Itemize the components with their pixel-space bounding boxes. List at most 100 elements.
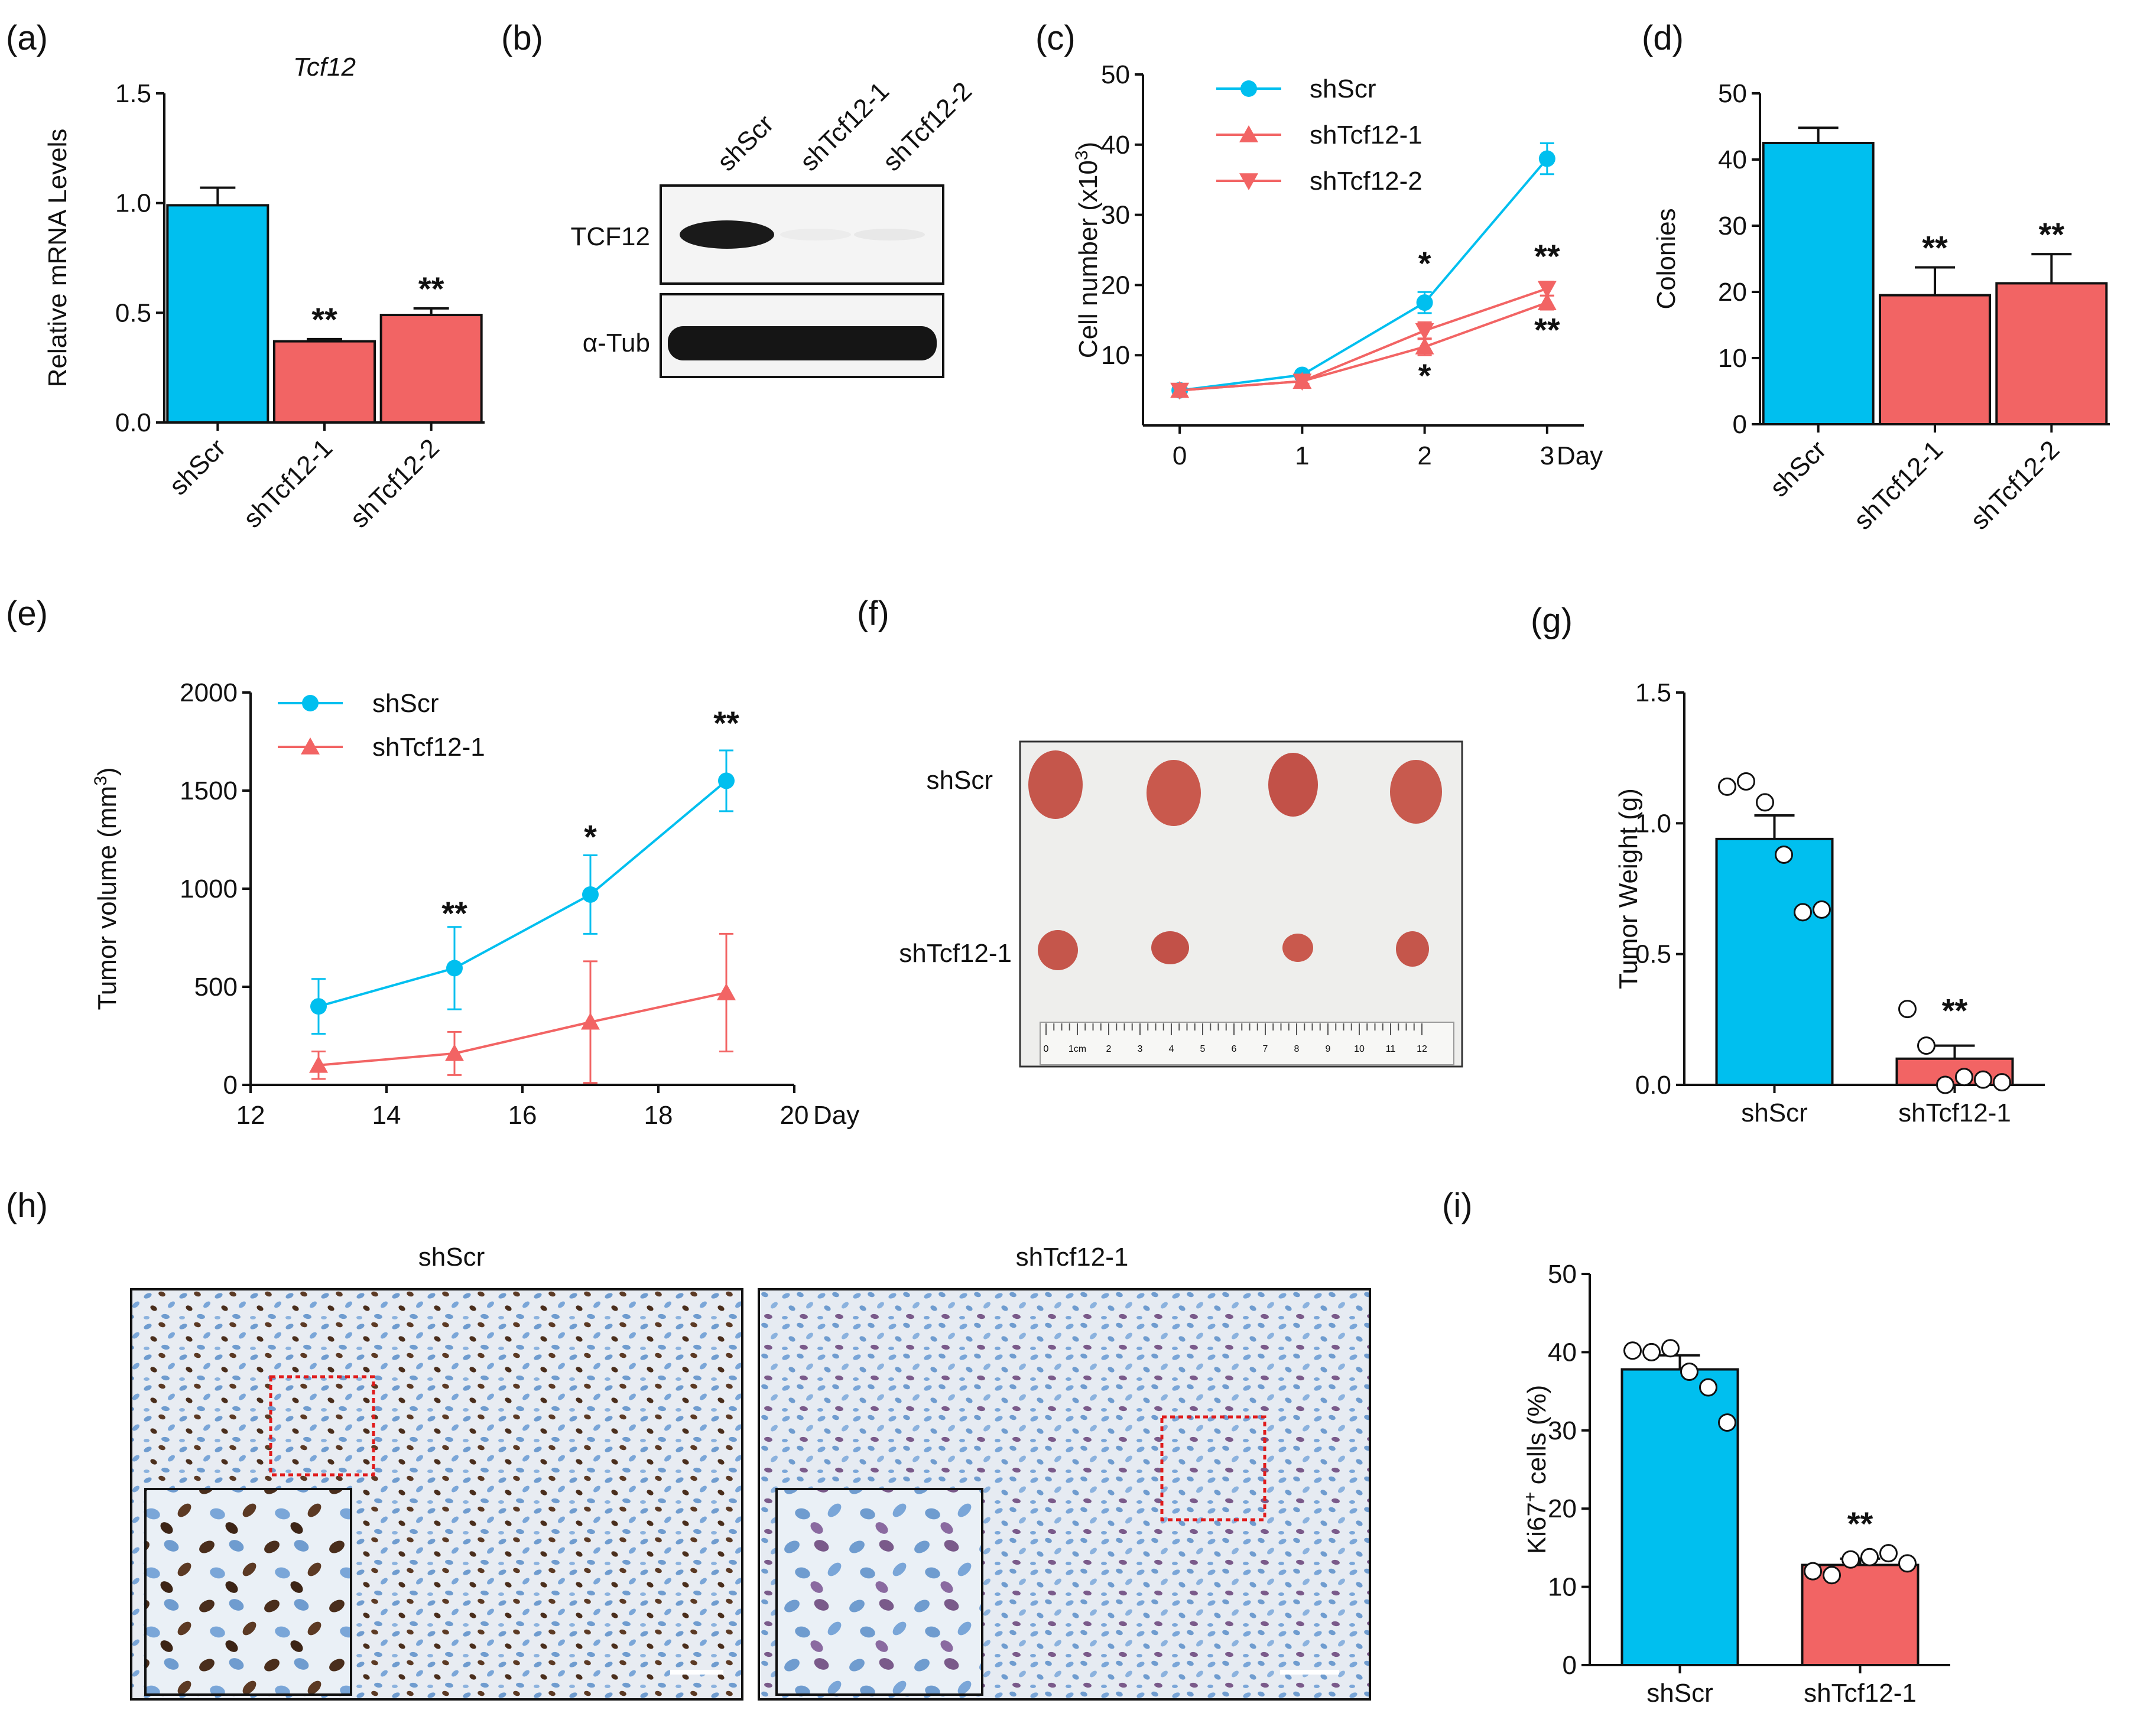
- ihc-roi-shscr: [269, 1375, 375, 1477]
- y-tick-label: 50: [1548, 1260, 1577, 1289]
- bar-shTcf12-2: [1995, 282, 2108, 425]
- legend-marker: [301, 737, 320, 755]
- photo-background: [1019, 740, 1463, 1068]
- y-tick-label: 1.5: [1635, 678, 1671, 707]
- series-line-shTcf12-2: [1180, 287, 1548, 392]
- x-tick-label: 20: [780, 1101, 809, 1130]
- bar-shTcf12-1: [1801, 1563, 1920, 1667]
- series-line-shTcf12-1: [1180, 301, 1548, 392]
- data-point: [1718, 1413, 1736, 1432]
- x-tick-label: 3: [1540, 441, 1554, 470]
- data-point: [1993, 1073, 2011, 1092]
- data-point-shScr: [446, 960, 463, 977]
- significance-marker: **: [418, 270, 444, 307]
- data-point-shTcf12-1: [445, 1043, 464, 1061]
- ruler-label: 0: [1044, 1044, 1049, 1054]
- photo-ruler: [1040, 1022, 1454, 1065]
- bar-shScr: [1762, 142, 1875, 425]
- y-tick-label: 0: [223, 1071, 238, 1100]
- data-point-shTcf12-2: [1292, 373, 1312, 391]
- ihc-inset-shscr: [144, 1488, 352, 1696]
- data-point-shTcf12-1: [1537, 293, 1557, 310]
- data-point: [1699, 1378, 1717, 1397]
- bar-shTcf12-1: [1879, 294, 1991, 425]
- x-tick-label: shScr: [1646, 1679, 1713, 1708]
- chart-i-ki67-cells: 0 10 20 30 40 50 Ki67+ cells (%) shScr shTcf12-1…: [1521, 1260, 1950, 1708]
- tumor-sh1-2: [1151, 931, 1189, 964]
- bar-shTcf12-1: [273, 340, 376, 424]
- data-point-shTcf12-2: [1415, 323, 1434, 340]
- panel-label-i: (i): [1442, 1186, 1473, 1225]
- significance-marker: **: [1922, 229, 1948, 266]
- data-point: [1813, 900, 1831, 919]
- ruler-label: 7: [1263, 1044, 1268, 1054]
- data-point: [1936, 1075, 1954, 1094]
- data-point: [1623, 1341, 1642, 1360]
- x-tick-label: 16: [508, 1101, 537, 1130]
- data-point-shTcf12-2: [1170, 382, 1190, 400]
- y-tick-label: 500: [194, 973, 238, 1002]
- y-tick-label: 20: [1548, 1494, 1577, 1523]
- data-point: [1860, 1548, 1879, 1566]
- x-axis-label: Day: [813, 1101, 859, 1130]
- y-tick-label: 30: [1101, 201, 1130, 230]
- y-tick-label: 0.5: [1635, 940, 1671, 969]
- blot-band-tcf12-shscr: [680, 220, 774, 249]
- panel-label-d: (d): [1642, 19, 1684, 57]
- tumor-shscr-1: [1028, 750, 1083, 819]
- ruler-label: 2: [1106, 1044, 1112, 1054]
- panel-label-g: (g): [1531, 602, 1573, 640]
- chart-d-colonies: 0 10 20 30 40 50 Colonies shScr shTcf12-1 ** shTcf…: [1652, 79, 2110, 535]
- series-line-shScr: [1179, 158, 1548, 392]
- legend-label: shScr: [1310, 74, 1376, 103]
- significance-marker: **: [1942, 992, 1968, 1029]
- legend-label: shTcf12-1: [1310, 121, 1422, 149]
- data-point: [1842, 1550, 1860, 1569]
- y-axis-label: Colonies: [1652, 208, 1681, 309]
- y-tick-label: 10: [1548, 1573, 1577, 1602]
- data-point-shScr: [1416, 294, 1433, 311]
- photo-row-label-sh1: shTcf12-1: [899, 939, 1012, 968]
- y-tick-label: 1.0: [115, 189, 151, 218]
- x-tick-label: shScr: [1741, 1098, 1807, 1127]
- y-tick-label: 20: [1101, 271, 1130, 300]
- chart-g-tumor-weight: 0.0 0.5 1.0 1.5 Tumor Weight (g) shScr shTcf12…: [1614, 678, 2045, 1127]
- data-point: [1661, 1339, 1680, 1358]
- significance-marker: **: [1847, 1505, 1873, 1542]
- tumor-sh1-4: [1396, 931, 1429, 967]
- data-point-shScr: [582, 886, 599, 903]
- y-tick-label: 2000: [180, 678, 238, 707]
- ruler-label: 6: [1232, 1044, 1237, 1054]
- tumor-photo: shScr shTcf12-1 0 1cm 2 3 4 5 6 7 8 9 10 11 12: [899, 740, 1463, 1068]
- significance-marker: **: [1534, 238, 1560, 275]
- data-point: [1680, 1363, 1698, 1381]
- data-point: [1974, 1070, 1992, 1089]
- tumor-sh1-3: [1282, 934, 1313, 962]
- ruler-label: 9: [1326, 1044, 1331, 1054]
- ruler-label: 1cm: [1068, 1044, 1086, 1054]
- x-tick-label: 2: [1417, 441, 1431, 470]
- data-point-shTcf12-1: [1415, 337, 1434, 355]
- ihc-panel: shScr shTcf12-1: [130, 1243, 1371, 1701]
- y-tick-label: 40: [1548, 1338, 1577, 1367]
- panel-label-b: (b): [501, 19, 543, 57]
- series-line-shTcf12-1: [318, 991, 727, 1067]
- data-point: [1898, 1554, 1917, 1573]
- x-tick-label: shTcf12-1: [1804, 1679, 1917, 1708]
- y-tick-label: 40: [1101, 131, 1130, 160]
- legend-marker: [302, 695, 319, 711]
- y-tick-label: 40: [1718, 145, 1747, 174]
- panel-label-c: (c): [1035, 19, 1076, 57]
- bar-shScr: [166, 204, 269, 424]
- x-tick-label: shTcf12-1: [1849, 435, 1949, 535]
- bar-shTcf12-2: [379, 314, 483, 424]
- panel-label-a: (a): [6, 19, 48, 57]
- y-tick-label: 1000: [180, 874, 238, 903]
- panel-label-h: (h): [6, 1186, 48, 1225]
- legend-marker: [1239, 125, 1258, 142]
- data-point: [1794, 903, 1812, 922]
- y-axis-label: Relative mRNA Levels: [43, 129, 72, 388]
- panel-label-e: (e): [6, 594, 48, 633]
- chart-title: Tcf12: [293, 53, 356, 82]
